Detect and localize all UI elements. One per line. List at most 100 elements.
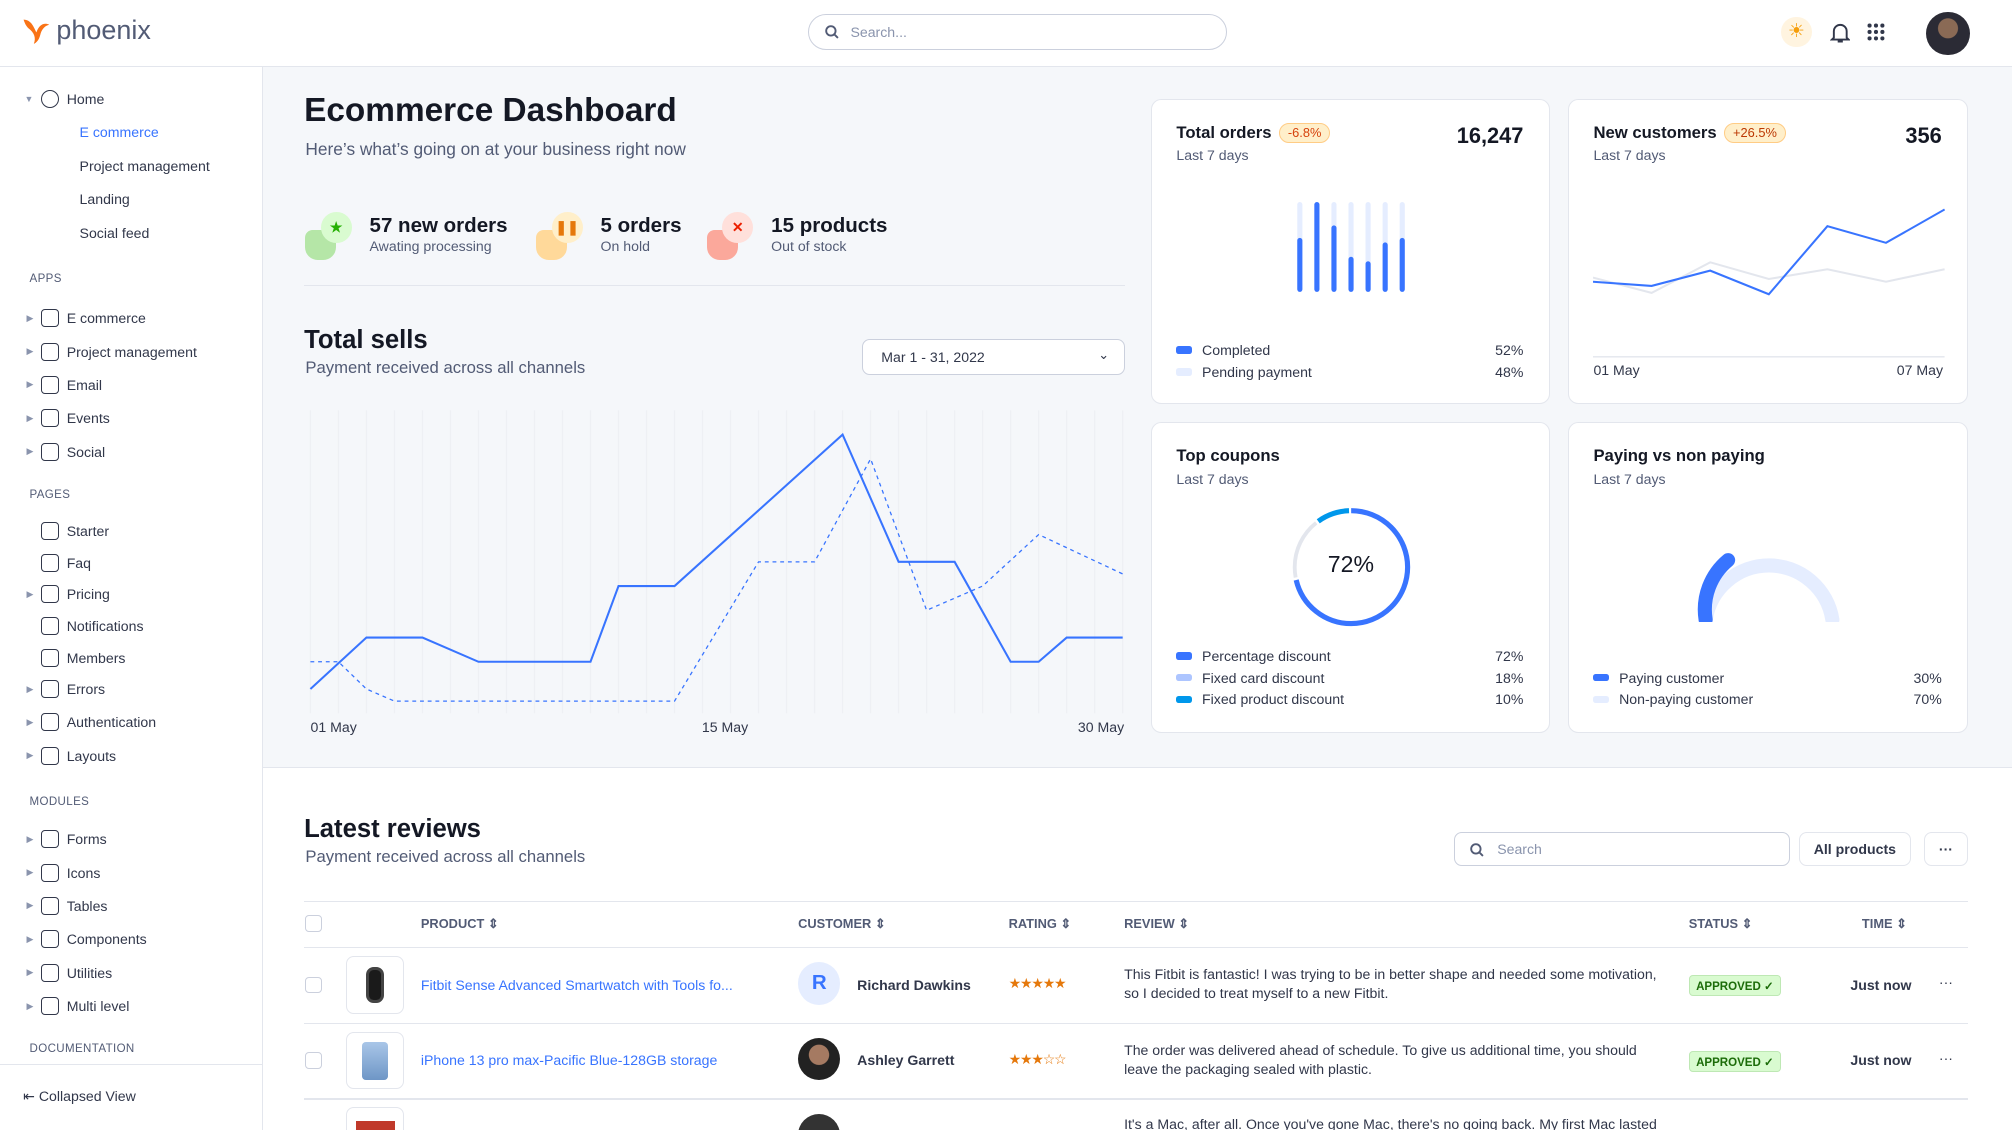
col-review[interactable]: REVIEW ⇕ <box>1124 916 1190 932</box>
product-image[interactable] <box>346 955 405 1014</box>
sidebar-item-project-management[interactable]: ▶ Project management <box>0 339 262 365</box>
caret-right-icon: ▶ <box>26 750 34 761</box>
row-checkbox[interactable] <box>305 976 323 994</box>
row-more-button[interactable]: ··· <box>1938 973 1954 990</box>
section-apps: APPS <box>29 273 62 286</box>
sidebar-sub-ecommerce[interactable]: E commerce <box>79 124 159 141</box>
logo[interactable]: phoenix <box>21 15 151 46</box>
sidebar-item-layouts[interactable]: ▶ Layouts <box>0 743 262 769</box>
collapse-icon: ⇤ <box>23 1087 39 1104</box>
stat-new-orders: ★ 57 new orders Awating processing <box>305 211 508 263</box>
bar-completed <box>1399 238 1405 293</box>
sidebar-item-e-commerce[interactable]: ▶ E commerce <box>0 305 262 331</box>
events-icon <box>41 409 59 428</box>
theme-toggle-sun-icon[interactable]: ☀ <box>1781 16 1812 48</box>
faq-icon <box>41 553 59 572</box>
global-search-input[interactable]: Search... <box>808 14 1227 51</box>
sidebar-label: Tables <box>66 897 108 914</box>
legend-label: Paying customer <box>1619 669 1725 686</box>
change-badge: +26.5% <box>1724 123 1786 143</box>
date-range-select[interactable]: Mar 1 - 31, 2022 ⌄ <box>862 338 1126 375</box>
sidebar-item-pricing[interactable]: ▶ Pricing <box>0 581 262 607</box>
bar-completed <box>1297 238 1303 293</box>
row-checkbox[interactable] <box>305 1052 323 1069</box>
reviews-title: Latest reviews <box>304 814 481 843</box>
bell-icon[interactable] <box>1829 21 1851 44</box>
customer-name[interactable]: Richard Dawkins <box>857 976 971 993</box>
total-sells-subtitle: Payment received across all channels <box>305 358 586 377</box>
top-bar: phoenix Search... ☀ <box>0 0 2012 67</box>
card-title: Paying vs non paying <box>1593 446 1765 466</box>
stat-label: On hold <box>600 238 650 255</box>
col-time[interactable]: TIME ⇕ <box>1861 916 1907 932</box>
sidebar-item-home[interactable]: ▼ Home <box>0 86 262 112</box>
sidebar-item-email[interactable]: ▶ Email <box>0 372 262 398</box>
divider <box>304 284 1126 287</box>
sidebar-item-faq[interactable]: Faq <box>0 550 262 576</box>
legend-value: 48% <box>1495 364 1524 381</box>
sidebar-item-notifications[interactable]: Notifications <box>0 613 262 639</box>
sidebar-sub-landing[interactable]: Landing <box>79 191 130 208</box>
sidebar-item-forms[interactable]: ▶ Forms <box>0 826 262 852</box>
donut-center-label: 72% <box>1327 551 1374 578</box>
product-image[interactable] <box>346 1107 405 1130</box>
product-link[interactable]: Fitbit Sense Advanced Smartwatch with To… <box>420 976 733 993</box>
orders-bar-chart <box>1297 202 1405 293</box>
sidebar-sub-social-feed[interactable]: Social feed <box>79 224 150 241</box>
all-products-button[interactable]: All products <box>1799 831 1911 867</box>
product-link[interactable]: iPhone 13 pro max-Pacific Blue-128GB sto… <box>420 1052 718 1069</box>
layouts-icon <box>41 746 59 765</box>
sidebar-item-utilities[interactable]: ▶ Utilities <box>0 960 262 986</box>
sidebar-item-errors[interactable]: ▶ Errors <box>0 676 262 702</box>
stat-out-of-stock: ✕ 15 products Out of stock <box>707 211 887 263</box>
col-product[interactable]: PRODUCT ⇕ <box>420 916 499 932</box>
col-status[interactable]: STATUS ⇕ <box>1688 916 1753 932</box>
new-customers-line-chart <box>1593 208 1946 358</box>
pie-chart-icon <box>41 89 59 108</box>
product-image[interactable] <box>346 1031 405 1090</box>
multi-level-icon <box>41 997 59 1015</box>
customer-name[interactable]: Ashley Garrett <box>857 1052 955 1069</box>
coupons-donut-chart <box>1291 507 1410 626</box>
reviews-search-input[interactable]: Search <box>1453 831 1791 867</box>
sidebar-item-authentication[interactable]: ▶ Authentication <box>0 710 262 736</box>
sidebar-item-components[interactable]: ▶ Components <box>0 926 262 952</box>
top-coupons-card: Top coupons Last 7 days 72% Percentage d… <box>1151 422 1551 733</box>
review-time: Just now <box>1850 976 1912 993</box>
col-rating[interactable]: RATING ⇕ <box>1008 916 1072 932</box>
donut-slice <box>1292 508 1410 626</box>
email-icon <box>41 375 59 394</box>
chevron-down-icon: ⌄ <box>1098 347 1109 363</box>
phoenix-logo-icon <box>23 19 49 44</box>
caret-right-icon: ▶ <box>26 1000 34 1011</box>
user-avatar[interactable] <box>1926 11 1970 56</box>
sidebar-item-members[interactable]: Members <box>0 645 262 671</box>
select-all-checkbox[interactable] <box>305 914 323 932</box>
new-customers-card: New customers +26.5% Last 7 days 356 01 M… <box>1568 98 1969 405</box>
legend-completed: Completed 52% <box>1176 342 1523 358</box>
sidebar-item-starter[interactable]: Starter <box>0 518 262 544</box>
change-badge: -6.8% <box>1279 123 1331 143</box>
col-customer[interactable]: CUSTOMER ⇕ <box>798 916 886 932</box>
sidebar-item-events[interactable]: ▶ Events <box>0 405 262 431</box>
sidebar-item-icons[interactable]: ▶ Icons <box>0 860 262 886</box>
sidebar-item-multi-level[interactable]: ▶ Multi level <box>0 993 262 1019</box>
review-time: Just now <box>1850 1052 1912 1069</box>
legend-label: Percentage discount <box>1202 647 1331 664</box>
sidebar-item-tables[interactable]: ▶ Tables <box>0 893 262 919</box>
date-range-value: Mar 1 - 31, 2022 <box>881 348 985 365</box>
sidebar-sub-project-management[interactable]: Project management <box>79 157 210 174</box>
apps-grid-icon[interactable] <box>1867 23 1885 41</box>
paying-gauge-chart <box>1698 552 1840 623</box>
section-documentation: DOCUMENTATION <box>29 1043 135 1056</box>
sidebar-item-social[interactable]: ▶ Social <box>0 439 262 465</box>
legend-item: Paying customer 30% <box>1593 669 1942 686</box>
row-more-button[interactable]: ··· <box>1938 1049 1954 1066</box>
caret-right-icon: ▶ <box>26 412 34 423</box>
more-options-button[interactable]: ··· <box>1923 831 1969 867</box>
sidebar-label: Starter <box>66 523 110 540</box>
card-title: Top coupons <box>1176 446 1280 466</box>
collapse-sidebar-button[interactable]: ⇤ Collapsed View <box>0 1063 262 1130</box>
caret-right-icon: ▶ <box>26 346 34 357</box>
sidebar-label: Notifications <box>66 618 144 635</box>
